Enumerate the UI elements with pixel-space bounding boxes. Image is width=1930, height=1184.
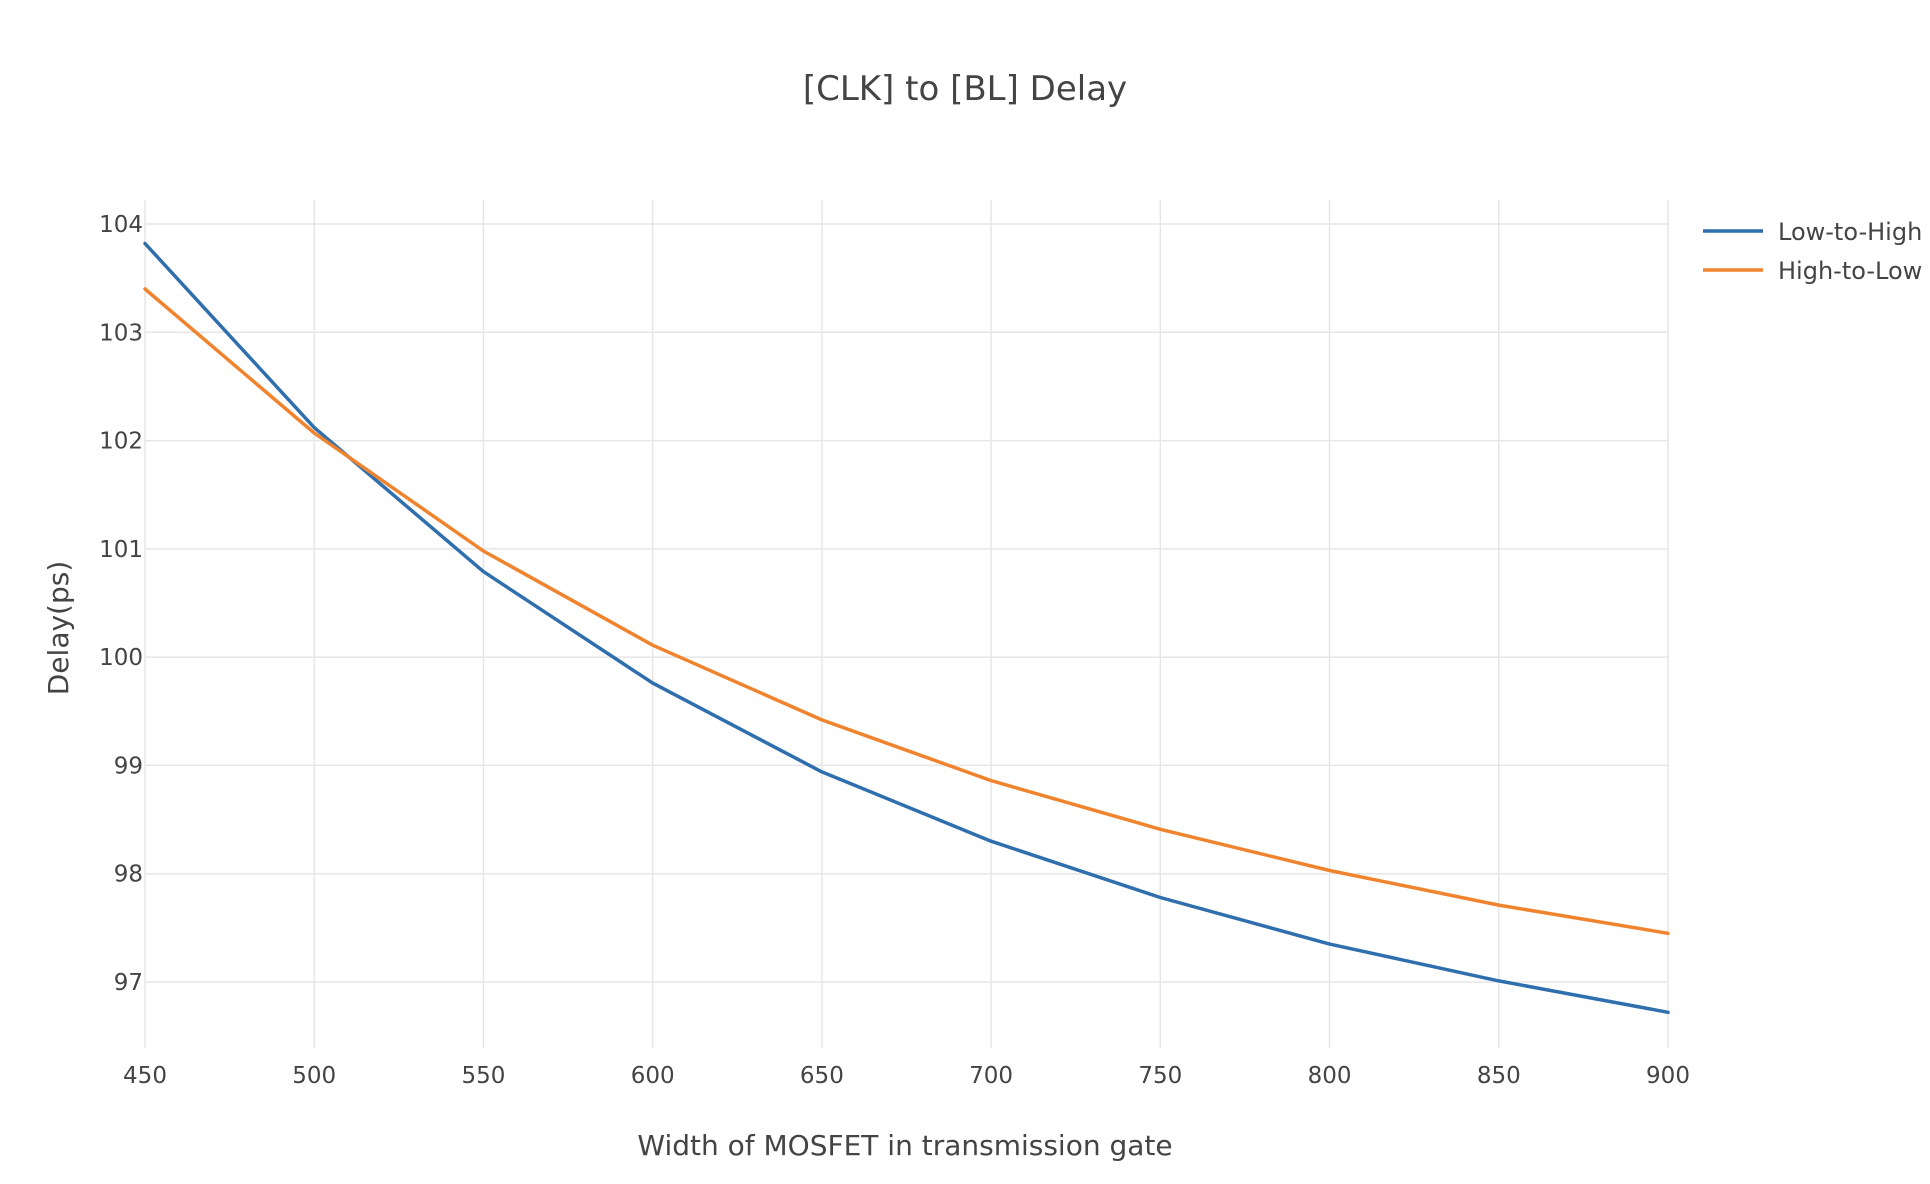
series-line-high-to-low bbox=[143, 287, 1670, 936]
y-tick-label: 98 bbox=[114, 862, 143, 888]
x-axis-title: Width of MOSFET in transmission gate bbox=[637, 1129, 1172, 1162]
legend-label-low-to-high: Low-to-High bbox=[1778, 218, 1922, 246]
x-tick-label: 550 bbox=[461, 1063, 505, 1089]
x-tick-label: 800 bbox=[1308, 1063, 1352, 1089]
x-tick-label: 750 bbox=[1138, 1063, 1182, 1089]
tick-labels: 450 500 550 600 650 700 750 800 850 900 97 98 99 100 1… bbox=[99, 212, 1690, 1089]
legend-label-high-to-low: High-to-Low bbox=[1778, 257, 1922, 285]
x-tick-label: 700 bbox=[969, 1063, 1013, 1089]
series-layer bbox=[143, 241, 1670, 1015]
y-tick-label: 99 bbox=[114, 753, 143, 779]
x-tick-label: 850 bbox=[1477, 1063, 1521, 1089]
x-tick-label: 450 bbox=[123, 1063, 167, 1089]
y-tick-label: 103 bbox=[99, 320, 143, 346]
y-axis-title: Delay(ps) bbox=[42, 561, 75, 696]
y-tick-label: 102 bbox=[99, 429, 143, 455]
y-tick-label: 100 bbox=[99, 645, 143, 671]
x-tick-label: 900 bbox=[1646, 1063, 1690, 1089]
x-tick-label: 650 bbox=[800, 1063, 844, 1089]
legend: Low-to-High High-to-Low bbox=[1703, 218, 1922, 285]
series-line-low-to-high bbox=[143, 241, 1670, 1015]
x-tick-label: 600 bbox=[631, 1063, 675, 1089]
chart-title: [CLK] to [BL] Delay bbox=[803, 69, 1127, 109]
y-tick-label: 104 bbox=[99, 212, 143, 238]
grid bbox=[144, 200, 1669, 1048]
x-tick-label: 500 bbox=[292, 1063, 336, 1089]
y-tick-label: 101 bbox=[99, 537, 143, 563]
y-tick-label: 97 bbox=[114, 970, 143, 996]
